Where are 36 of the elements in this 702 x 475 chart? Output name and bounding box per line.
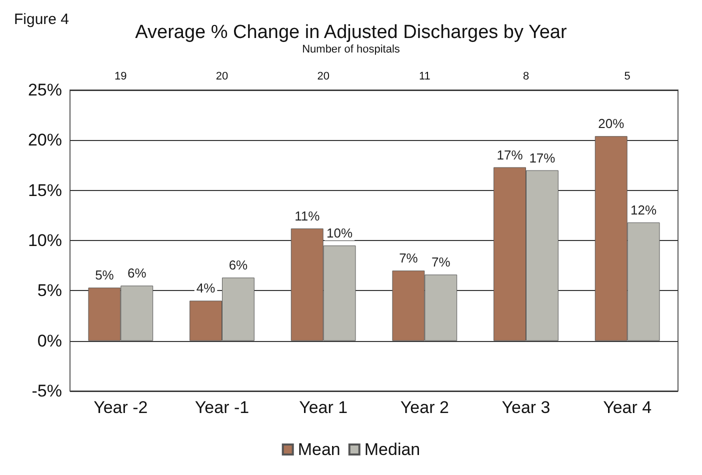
data-label: 4% <box>196 280 216 296</box>
caption: Figure 4 <box>14 11 70 28</box>
x-tick-label: Year -2 <box>94 398 148 417</box>
data-label: 10% <box>326 226 353 241</box>
data-label: 5% <box>95 268 114 283</box>
legend-label: Median <box>364 440 420 459</box>
text: 20 <box>317 70 330 82</box>
chart-subtitle: Number of hospitals <box>302 44 400 56</box>
x-tick-label: Year 2 <box>400 398 449 417</box>
y-tick-label: 0% <box>37 331 62 350</box>
y-tick-label: 10% <box>28 231 62 250</box>
y-tick-label: 15% <box>28 180 62 200</box>
data-label: 6% <box>228 258 248 273</box>
data-label: 6% <box>127 266 147 281</box>
text: 11 <box>418 70 430 82</box>
legend-label: Mean <box>298 440 340 459</box>
text: 20 <box>216 70 228 82</box>
y-tick-label: 20% <box>28 130 62 150</box>
data-label: 7% <box>399 250 418 266</box>
x-tick-label: Year 1 <box>299 398 348 417</box>
data-label: 11% <box>294 208 320 224</box>
data-label: 17% <box>496 147 524 162</box>
data-label: 20% <box>598 116 625 132</box>
data-label: 17% <box>529 150 556 166</box>
x-tick-label: Year 4 <box>603 398 652 417</box>
y-tick-label: 25% <box>28 80 62 100</box>
x-tick-label: Year 3 <box>502 398 550 417</box>
text: 8 <box>522 70 530 82</box>
y-tick-label: 5% <box>37 281 62 300</box>
data-label: 12% <box>630 202 657 218</box>
text: 19 <box>114 70 127 82</box>
text: 5 <box>624 70 630 82</box>
data-label: 7% <box>431 254 451 270</box>
chart-title: Average % Change in Adjusted Discharges by Year <box>135 22 568 43</box>
y-tick-label: -5% <box>32 382 62 400</box>
x-tick-label: Year -1 <box>194 398 250 417</box>
